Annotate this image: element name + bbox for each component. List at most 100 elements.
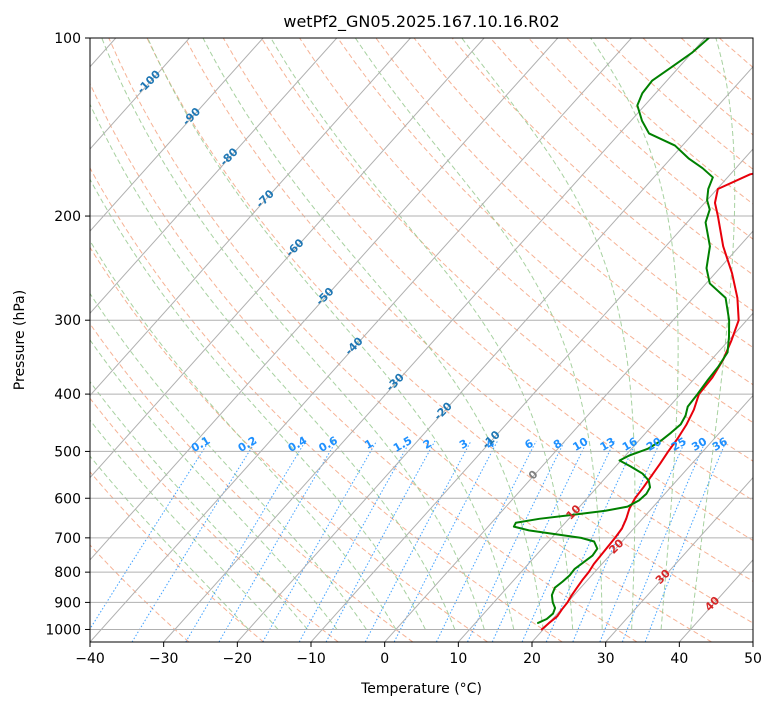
dry-adiabat-line: [260, 38, 753, 501]
y-axis-label: Pressure (hPa): [12, 290, 28, 390]
plot-frame: [89, 37, 754, 643]
mixing-ratio-line: [491, 440, 588, 642]
dry-adiabat-line: [642, 38, 753, 136]
dry-adiabat-line: [146, 38, 753, 624]
moist-adiabat-line: [90, 292, 367, 630]
moist-adiabat-line: [90, 239, 397, 630]
isotherm-line: [90, 38, 190, 150]
x-tick-label: 0: [380, 651, 389, 667]
isotherm-line: [90, 38, 559, 561]
isotherm-line: [90, 38, 632, 642]
mixing-ratio-line: [521, 440, 615, 642]
dry-adiabat-line: [108, 38, 712, 642]
isotherm-line: [531, 394, 753, 642]
isotherm-line: [90, 38, 485, 479]
label-layer: 0.1 0.2 0.4 0.6 1 1.5 2 3 4 6 8 10 13 16 20 25 30 36-100-…: [134, 67, 730, 613]
mixing-ratio-label: 3: [457, 437, 470, 452]
moist-adiabat-line: [90, 103, 456, 630]
dry-adiabat-line: [566, 38, 753, 205]
moist-adiabat-line: [90, 419, 279, 630]
dry-adiabat-line: [90, 544, 190, 642]
mixing-ratio-label: 6: [522, 437, 535, 452]
axis-layer: −40 −30 −20 −10 0 10 20 30 40 50 100 200 300 400 500 60…: [45, 31, 762, 667]
isotherm-line: [90, 38, 338, 315]
y-tick-label: 1000: [45, 622, 81, 638]
dry-adiabat-line: [375, 38, 753, 386]
isotherm-line: [384, 230, 753, 642]
dry-adiabat-line: [528, 38, 753, 240]
y-tick-label: 800: [54, 565, 81, 581]
isotherm-line: [90, 38, 411, 397]
mixing-ratio-line: [572, 440, 662, 642]
moist-adiabat-line: [270, 38, 574, 630]
y-tick-label: 700: [54, 531, 81, 547]
dry-adiabat-line: [90, 166, 563, 642]
y-tick-label: 500: [54, 444, 81, 460]
dry-adiabat-line: [90, 471, 264, 642]
mixing-ratio-line: [545, 440, 637, 642]
isotherm-line: [605, 476, 753, 642]
dry-adiabat-line: [718, 38, 753, 69]
grid-layer: [90, 38, 775, 642]
y-tick-label: 200: [54, 209, 81, 225]
x-tick-label: 10: [449, 651, 467, 667]
y-tick-label: 600: [54, 491, 81, 507]
dry-adiabat-line: [90, 397, 339, 642]
series-layer: [512, 38, 753, 631]
x-tick-label: −20: [223, 651, 253, 667]
dry-adiabat-line: [299, 38, 753, 462]
moist-adiabat-line: [461, 38, 636, 630]
mixing-ratio-line: [298, 440, 411, 642]
moist-adiabat-line: [690, 38, 736, 630]
mixing-ratio-line: [435, 440, 537, 642]
mixing-ratio-line: [262, 440, 378, 642]
y-tick-label: 400: [54, 387, 81, 403]
y-tick-label: 900: [54, 595, 81, 611]
moist-adiabat-line: [354, 38, 603, 630]
isotherm-line: [310, 148, 753, 642]
moist-adiabat-line: [90, 455, 249, 630]
y-tick-label: 300: [54, 313, 81, 329]
mixing-ratio-label: 1: [362, 437, 375, 452]
dry-adiabat-line: [90, 82, 638, 642]
x-tick-label: −30: [149, 651, 179, 667]
x-tick-label: 50: [744, 651, 762, 667]
isotherm-line: [678, 559, 753, 642]
mixing-ratio-line: [131, 440, 257, 642]
x-tick-label: −40: [75, 651, 105, 667]
y-tick-label: 100: [54, 31, 81, 47]
chart-title: wetPf2_GN05.2025.167.10.16.R02: [283, 12, 559, 32]
x-axis-label: Temperature (°C): [360, 681, 482, 697]
isotherm-line: [752, 641, 753, 642]
dewpoint-line: [512, 38, 731, 624]
mixing-ratio-line: [218, 440, 337, 642]
mixing-ratio-line: [621, 440, 707, 642]
moist-adiabat-line: [202, 38, 544, 630]
mixing-ratio-line: [364, 440, 472, 642]
moist-adiabat-line: [101, 38, 485, 630]
moist-adiabat-line: [147, 38, 515, 630]
mixing-ratio-line: [393, 440, 498, 642]
dry-adiabat-line: [757, 38, 775, 642]
isotherm-line: [90, 38, 264, 232]
x-tick-label: 20: [523, 651, 541, 667]
dry-adiabat-line: [184, 38, 753, 582]
dry-adiabat-line: [90, 246, 488, 642]
x-tick-label: 30: [597, 651, 615, 667]
moist-adiabat-line: [590, 38, 679, 630]
mixing-ratio-line: [90, 440, 210, 630]
isotherm-line: [236, 66, 753, 642]
mixing-ratio-line: [599, 440, 686, 642]
x-tick-label: −10: [296, 651, 326, 667]
x-tick-label: 40: [670, 651, 688, 667]
dry-adiabat-line: [451, 38, 753, 312]
moist-adiabat-line: [90, 178, 426, 630]
dry-adiabat-line: [604, 38, 753, 170]
isotherm-line: [163, 38, 706, 642]
temperature-line: [540, 172, 753, 631]
mixing-ratio-line: [325, 440, 436, 642]
mixing-ratio-line: [185, 440, 307, 642]
dry-adiabat-line: [222, 38, 753, 541]
mixing-ratio-label: 2: [421, 437, 434, 452]
